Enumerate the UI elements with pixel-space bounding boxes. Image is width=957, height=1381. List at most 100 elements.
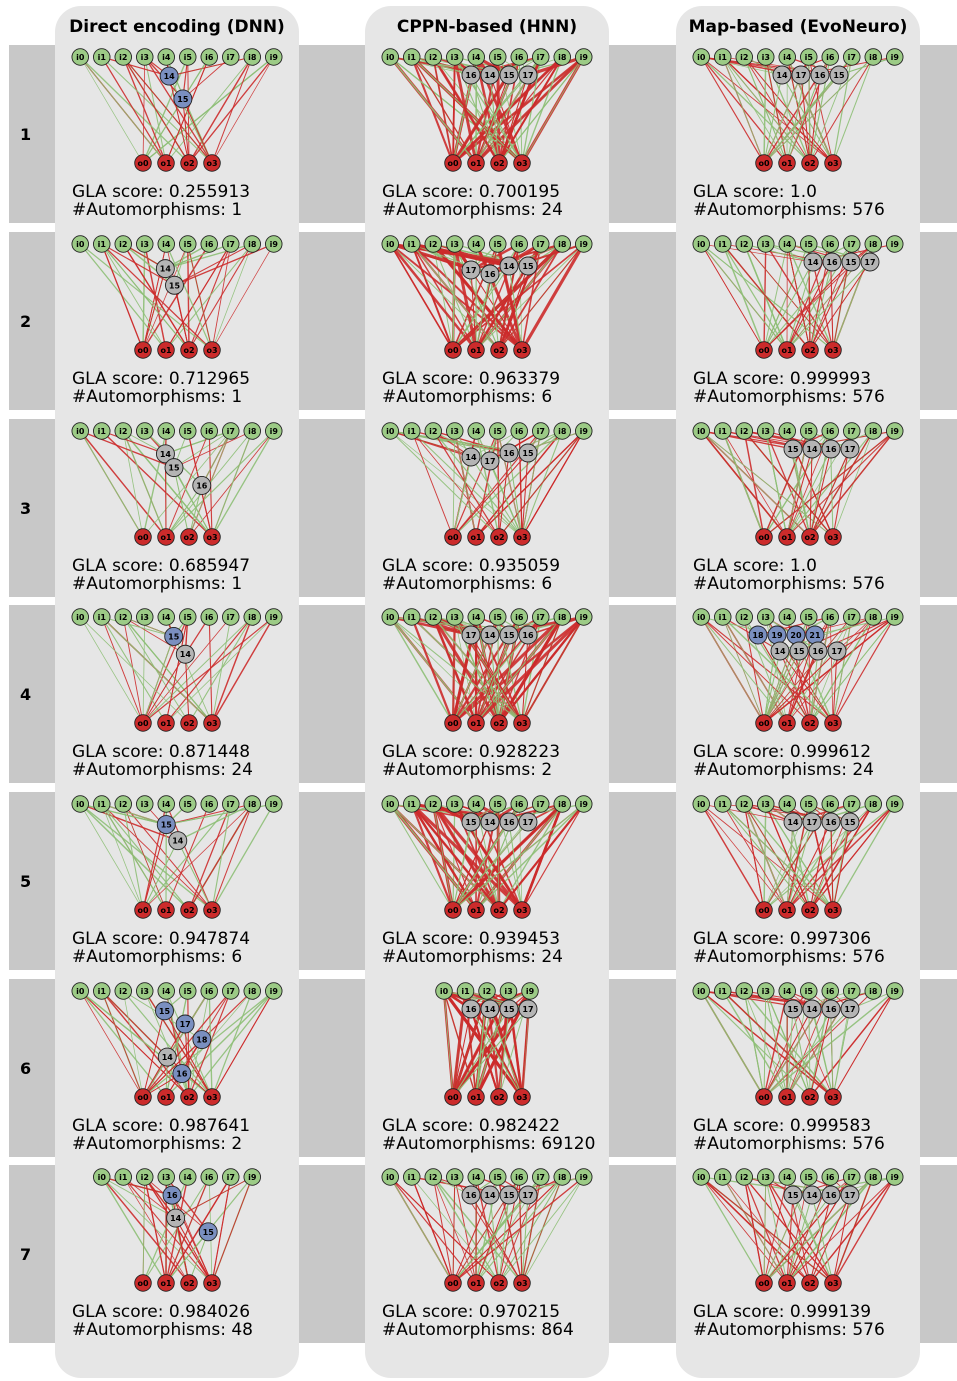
network-edge (765, 990, 788, 1098)
network-node (467, 235, 486, 253)
network-edge (452, 1008, 472, 1098)
gla-score-value: 0.999993 (790, 369, 871, 389)
network-node (518, 443, 538, 463)
network-edge (452, 74, 510, 164)
network-edge (122, 803, 213, 911)
node-label: o3 (516, 1279, 527, 1288)
network-node (821, 1185, 841, 1205)
network-edge (809, 448, 851, 538)
node-label: i3 (141, 427, 149, 436)
row-label: 4 (20, 685, 31, 704)
network-node (175, 1014, 195, 1034)
network-node (444, 1088, 462, 1106)
network-node (198, 1222, 218, 1242)
network-node (513, 1274, 531, 1292)
node-label: 14 (172, 837, 184, 846)
network-node (489, 422, 507, 440)
network-cell: i0 i1 i2 i3 i4 i5 i6 i7 i8 i9 o0 o1 o2 o3 14 15 GLA scor… (71, 235, 283, 407)
network-node (461, 447, 481, 467)
network-node (489, 1168, 507, 1186)
network-cell: i0 i1 i2 i3 i4 i5 i6 i7 i8 i9 o0 o1 o2 o3 14 17 16 15 GLA … (381, 422, 593, 594)
network-node (735, 422, 754, 440)
network-node (192, 1030, 212, 1050)
network-node (575, 48, 593, 66)
node-group: i0 i1 i2 i3 i4 i5 i6 i7 i8 i9 o0 o1 o2 o3 14 16 15 17 (692, 235, 904, 359)
automorphisms-value: 576 (852, 1134, 884, 1154)
network-edge (411, 1176, 454, 1284)
node-label: i4 (162, 987, 171, 996)
network-cell: i0 i1 i2 i3 i4 i5 i6 i7 i8 i9 o0 o1 o2 o3 17 14 15 16 GLA … (381, 608, 593, 780)
network-edge (470, 269, 477, 351)
node-label: i3 (451, 613, 459, 622)
network-node (221, 795, 240, 813)
network-node (755, 1274, 773, 1292)
automorphisms-value: 69120 (541, 1134, 595, 1154)
automorphisms-value: 1 (231, 574, 242, 594)
network-edge (211, 803, 232, 911)
node-label: i8 (558, 427, 567, 436)
node-label: i2 (483, 987, 491, 996)
node-label: i4 (472, 53, 481, 62)
network-edge (765, 1176, 834, 1284)
node-label: 19 (771, 631, 783, 640)
network-edge (389, 616, 454, 724)
network-edge (521, 56, 563, 164)
node-label: 17 (844, 1005, 855, 1014)
network-node (499, 625, 519, 645)
network-edge (786, 821, 832, 911)
automorphisms-text: #Automorphisms: 6 (72, 947, 242, 967)
network-node (757, 982, 775, 1000)
network-edge (811, 1008, 834, 1098)
network-edge (389, 1176, 454, 1284)
node-label: i6 (826, 1173, 835, 1182)
node-label: i7 (848, 53, 856, 62)
network-node (821, 235, 840, 253)
network-edge (722, 56, 811, 164)
node-label: i9 (891, 240, 900, 249)
node-label: i7 (848, 240, 856, 249)
node-label: i1 (98, 53, 107, 62)
network-node (203, 528, 221, 546)
network-node (490, 1274, 508, 1292)
network-edge (101, 990, 168, 1058)
network-edge (744, 243, 814, 263)
node-label: i6 (826, 800, 835, 809)
node-group: i0 i1 i2 i3 i4 i5 i6 i7 i8 i9 o0 o1 o2 o3 14 17 16 15 (692, 48, 904, 172)
network-edge (475, 430, 563, 538)
network-edge (182, 98, 190, 164)
network-node (157, 1047, 177, 1067)
node-label: o2 (183, 719, 194, 728)
node-label: i7 (227, 53, 235, 62)
network-node (480, 625, 500, 645)
network-node (203, 1088, 221, 1106)
column-title: CPPN-based (HNN) (397, 17, 577, 37)
network-edge (411, 56, 523, 164)
gla-score-text: GLA score: 1.0 (693, 556, 817, 576)
node-label: o0 (758, 533, 769, 542)
network-edge (498, 452, 510, 538)
gla-score-label: GLA score: (693, 369, 790, 389)
network-node (860, 252, 880, 272)
network-edge (700, 616, 834, 724)
node-label: i0 (697, 613, 706, 622)
network-node (178, 48, 197, 66)
network-edge (809, 803, 896, 911)
network-node (157, 1274, 175, 1292)
node-label: o0 (758, 159, 769, 168)
network-edge (765, 803, 811, 911)
network-edge (700, 803, 765, 911)
network-node (490, 528, 508, 546)
node-label: i0 (440, 987, 449, 996)
network-node (824, 714, 842, 732)
network-edge (498, 74, 529, 164)
network-edge (165, 616, 275, 724)
node-label: i9 (580, 53, 589, 62)
node-label: i1 (98, 987, 107, 996)
node-label: i8 (869, 613, 878, 622)
network-edge (188, 616, 253, 724)
network-node (243, 795, 261, 813)
network-edge (470, 1194, 523, 1284)
network-edge (410, 803, 500, 911)
network-node (778, 982, 797, 1000)
